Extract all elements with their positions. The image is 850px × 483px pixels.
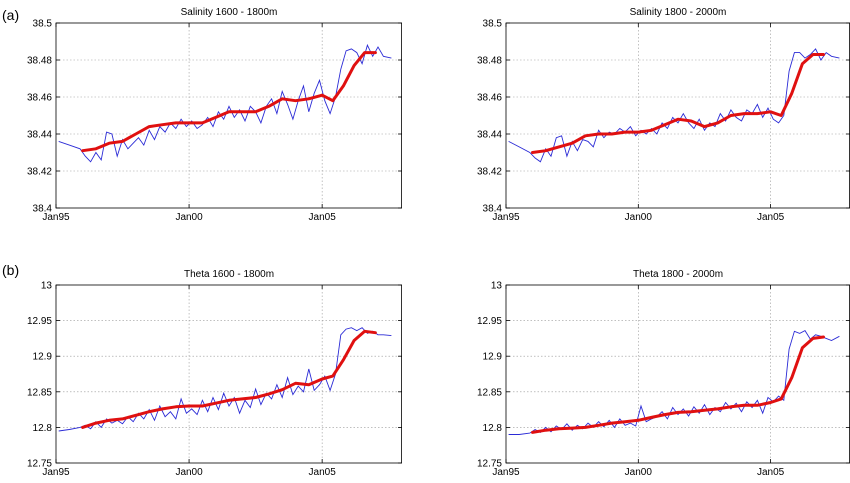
- plot-frame: [505, 284, 850, 464]
- y-tick-label: 12.85: [477, 387, 502, 398]
- y-tick-label: 38.44: [477, 130, 502, 141]
- y-tick-label: 12.9: [483, 352, 503, 363]
- smoothed-series-line: [531, 335, 825, 434]
- y-tick-label: 38.5: [483, 19, 503, 30]
- y-tick-label: 12.9: [33, 352, 53, 363]
- chart-theta-1800-2000: Theta 1800 - 2000m 12.75 12.8 12.85 12.9 12.9…: [477, 269, 850, 478]
- x-tick-label: Jan95: [42, 212, 70, 223]
- smoothed-series-line: [531, 53, 825, 154]
- chart-title: Theta 1800 - 2000m: [633, 269, 723, 280]
- chart-theta-1600-1800: Theta 1600 - 1800m 12.75 12.8 12.85 12.9 12.9…: [27, 269, 402, 478]
- x-tick-label: Jan00: [625, 212, 653, 223]
- smoothed-series-line: [81, 51, 377, 153]
- y-tick-label: 38.48: [477, 56, 502, 67]
- y-tick-label: 38.42: [27, 167, 52, 178]
- x-tick-label: Jan95: [492, 467, 520, 478]
- x-tick-label: Jan05: [757, 212, 785, 223]
- raw-series-line: [58, 327, 392, 432]
- y-tick-label: 13: [41, 281, 53, 292]
- x-tick-label: Jan95: [492, 212, 520, 223]
- y-tick-label: 38.46: [27, 93, 52, 104]
- y-tick-label: 12.8: [483, 423, 503, 434]
- plot-frame: [55, 22, 402, 209]
- x-tick-label: Jan95: [42, 467, 70, 478]
- raw-series-line: [508, 48, 840, 163]
- panel-label-b: (b): [2, 262, 19, 278]
- chart-salinity-1800-2000: Salinity 1800 - 2000m 38.4 38.42 38.44 38.46…: [477, 7, 850, 223]
- y-tick-label: 12.85: [27, 387, 52, 398]
- y-tick-label: 12.75: [27, 459, 52, 470]
- y-tick-label: 12.95: [477, 316, 502, 327]
- x-tick-label: Jan00: [175, 467, 203, 478]
- x-tick-label: Jan00: [175, 212, 203, 223]
- smoothed-series-line: [81, 329, 377, 429]
- chart-salinity-1600-1800: Salinity 1600 - 1800m 38.4 38.42 38.44 38.46…: [27, 7, 402, 223]
- panel-label-a: (a): [2, 7, 19, 23]
- y-tick-label: 38.42: [477, 167, 502, 178]
- chart-title: Theta 1600 - 1800m: [184, 269, 274, 280]
- y-tick-label: 38.4: [483, 204, 503, 215]
- y-tick-label: 38.48: [27, 56, 52, 67]
- plot-frame: [55, 284, 402, 464]
- y-tick-label: 38.46: [477, 93, 502, 104]
- raw-series-line: [508, 330, 840, 435]
- chart-title: Salinity 1800 - 2000m: [630, 7, 727, 18]
- y-tick-label: 12.8: [33, 423, 53, 434]
- y-tick-label: 38.5: [33, 19, 53, 30]
- x-tick-label: Jan05: [309, 467, 337, 478]
- y-tick-label: 13: [491, 281, 503, 292]
- y-tick-label: 12.75: [477, 459, 502, 470]
- y-tick-label: 38.44: [27, 130, 52, 141]
- plot-frame: [505, 22, 850, 209]
- y-tick-label: 38.4: [33, 204, 53, 215]
- y-tick-label: 12.95: [27, 316, 52, 327]
- x-tick-label: Jan00: [625, 467, 653, 478]
- x-tick-label: Jan05: [309, 212, 337, 223]
- chart-title: Salinity 1600 - 1800m: [181, 7, 278, 18]
- x-tick-label: Jan05: [757, 467, 785, 478]
